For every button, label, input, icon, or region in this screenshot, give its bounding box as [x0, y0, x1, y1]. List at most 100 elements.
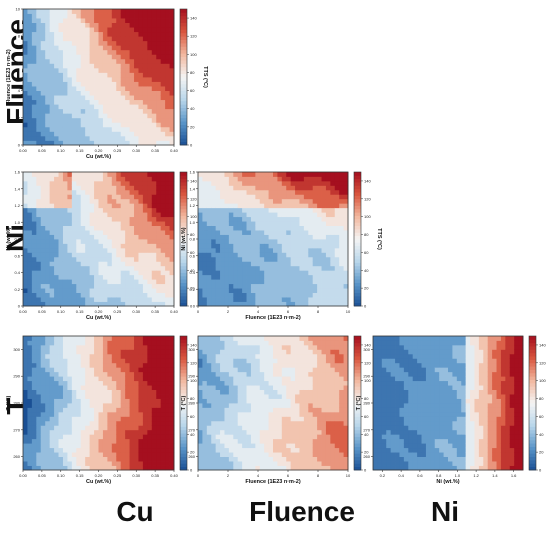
heatmap-cell	[40, 239, 46, 244]
heatmap-cell	[268, 367, 274, 373]
heatmap-cell	[62, 135, 68, 141]
heatmap-cell	[102, 380, 108, 386]
heatmap-cell	[250, 411, 256, 417]
heatmap-cell	[102, 176, 108, 182]
heatmap-cell	[264, 398, 269, 404]
heatmap-cell	[220, 394, 225, 399]
heatmap-cell	[116, 58, 122, 64]
heatmap-cell	[71, 135, 77, 141]
heatmap-cell	[142, 420, 148, 426]
heatmap-cell	[62, 131, 68, 137]
heatmap-cell	[259, 292, 265, 298]
heatmap-cell	[277, 189, 283, 195]
heatmap-cell	[202, 172, 208, 177]
heatmap-cell	[40, 185, 46, 191]
heatmap-cell	[54, 90, 59, 96]
heatmap-cell	[111, 22, 117, 28]
heatmap-cell	[67, 172, 73, 177]
heatmap-cell	[40, 261, 46, 267]
heatmap-cell	[23, 274, 28, 280]
heatmap-cell	[31, 99, 37, 105]
heatmap-cell	[40, 376, 46, 382]
heatmap-cell	[76, 81, 82, 87]
heatmap-cell	[299, 301, 305, 307]
heatmap-cell	[62, 172, 68, 177]
heatmap-cell	[125, 63, 130, 69]
heatmap-cell	[156, 358, 162, 364]
heatmap-cell	[206, 252, 212, 258]
heatmap-cell	[147, 104, 153, 110]
heatmap-cell	[169, 380, 175, 386]
heatmap-cell	[303, 247, 309, 253]
heatmap-cell	[85, 261, 91, 267]
colorbar-segment	[180, 392, 187, 397]
heatmap-cell	[246, 261, 252, 267]
heatmap-cell	[250, 438, 256, 444]
heatmap-cell	[211, 336, 217, 341]
heatmap-cell	[317, 279, 322, 285]
heatmap-cell	[220, 256, 225, 262]
colorbar-segment	[354, 255, 361, 260]
heatmap-cell	[107, 297, 113, 302]
heatmap-cell	[215, 353, 221, 359]
heatmap-cell	[330, 274, 336, 280]
heatmap-cell	[31, 189, 37, 195]
heatmap-cell	[89, 234, 95, 240]
heatmap-cell	[211, 203, 217, 209]
heatmap-cell	[198, 456, 203, 462]
heatmap-cell	[151, 438, 157, 444]
colorbar-segment	[354, 269, 361, 273]
heatmap-cell	[237, 265, 243, 271]
heatmap-cell	[62, 95, 68, 101]
heatmap-cell	[71, 140, 77, 146]
heatmap-cell	[45, 221, 51, 226]
heatmap-cell	[31, 180, 37, 186]
heatmap-cell	[45, 353, 51, 359]
heatmap-cell	[151, 301, 157, 307]
heatmap-cell	[308, 283, 314, 289]
heatmap-cell	[165, 243, 170, 249]
heatmap-cell	[27, 261, 33, 267]
heatmap-cell	[125, 243, 130, 249]
heatmap-cell	[129, 13, 135, 19]
x-tick-label: 0.10	[57, 473, 66, 478]
heatmap-cell	[80, 407, 86, 413]
heatmap-cell	[31, 40, 37, 46]
heatmap-cell	[62, 371, 68, 377]
heatmap-cell	[49, 216, 55, 222]
heatmap-cell	[165, 54, 170, 60]
heatmap-cell	[62, 385, 68, 390]
heatmap-cell	[142, 292, 148, 298]
heatmap-cell	[125, 297, 130, 302]
heatmap-cell	[80, 411, 86, 417]
heatmap-cell	[36, 434, 42, 440]
heatmap-cell	[111, 434, 117, 440]
x-tick-label: 6	[287, 309, 290, 314]
heatmap-cell	[116, 340, 122, 346]
heatmap-cell	[246, 465, 252, 471]
heatmap-cell	[40, 425, 46, 431]
heatmap-cell	[160, 212, 166, 218]
heatmap-cell	[242, 344, 247, 350]
heatmap-cell	[299, 288, 305, 293]
heatmap-cell	[67, 336, 73, 341]
x-tick-label: 0.30	[132, 148, 141, 153]
heatmap-cell	[138, 122, 144, 128]
heatmap-cell	[224, 234, 230, 240]
heatmap-cell	[299, 252, 305, 258]
heatmap-cell	[27, 67, 33, 73]
heatmap-cell	[312, 198, 318, 204]
heatmap-cell	[98, 54, 104, 60]
heatmap-cell	[36, 297, 42, 302]
heatmap-cell	[264, 403, 269, 408]
heatmap-cell	[54, 49, 59, 55]
heatmap-cell	[89, 207, 95, 213]
heatmap-cell	[49, 256, 55, 262]
heatmap-cell	[169, 353, 175, 359]
heatmap-cell	[224, 283, 230, 289]
heatmap-cell	[120, 216, 126, 222]
heatmap-cell	[107, 420, 113, 426]
heatmap-cell	[224, 452, 230, 457]
heatmap-cell	[202, 344, 208, 350]
colorbar-segment	[180, 124, 187, 129]
